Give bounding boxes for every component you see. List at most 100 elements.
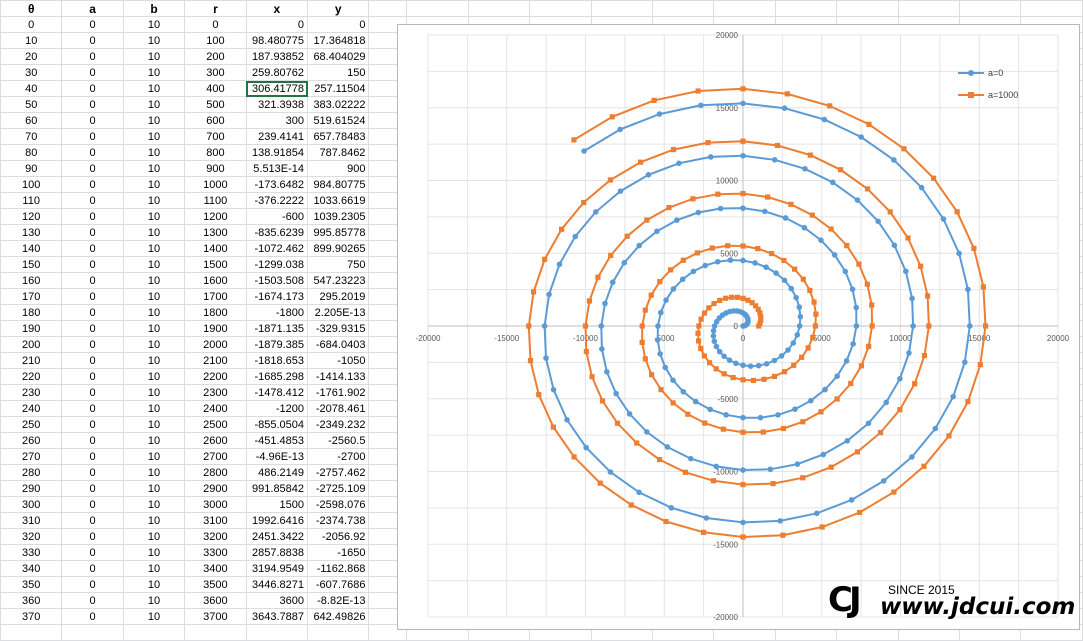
- data-cell[interactable]: 2857.8838: [245, 544, 309, 561]
- data-cell[interactable]: 150: [307, 64, 370, 81]
- data-cell[interactable]: 642.49826: [307, 608, 370, 625]
- data-cell[interactable]: 0: [0, 16, 63, 33]
- data-cell[interactable]: 300: [184, 64, 247, 81]
- data-cell[interactable]: 80: [0, 144, 63, 161]
- data-cell[interactable]: 10: [122, 192, 186, 209]
- data-cell[interactable]: 0: [61, 512, 124, 529]
- data-cell[interactable]: 800: [184, 144, 247, 161]
- data-cell[interactable]: -4.96E-13: [245, 448, 309, 465]
- data-cell[interactable]: 180: [0, 304, 63, 321]
- data-cell[interactable]: -8.82E-13: [307, 592, 370, 609]
- data-cell[interactable]: 486.2149: [245, 464, 309, 481]
- data-cell[interactable]: 50: [0, 96, 63, 113]
- data-cell[interactable]: 3643.7887: [245, 608, 309, 625]
- data-cell[interactable]: 500: [184, 96, 247, 113]
- data-cell[interactable]: 10: [122, 32, 186, 49]
- data-cell[interactable]: 0: [61, 576, 124, 593]
- data-cell[interactable]: -1761.902: [307, 384, 370, 401]
- data-cell[interactable]: 10: [122, 480, 186, 497]
- data-cell[interactable]: 0: [61, 368, 124, 385]
- data-cell[interactable]: 547.23223: [307, 272, 370, 289]
- data-cell[interactable]: 10: [122, 160, 186, 177]
- data-cell[interactable]: 0: [61, 448, 124, 465]
- data-cell[interactable]: 383.02222: [307, 96, 370, 113]
- data-cell[interactable]: 400: [184, 80, 247, 97]
- data-cell[interactable]: 10: [122, 432, 186, 449]
- data-cell[interactable]: 3300: [184, 544, 247, 561]
- data-cell[interactable]: 340: [0, 560, 63, 577]
- empty-cell[interactable]: [590, 0, 653, 17]
- data-cell[interactable]: 3000: [184, 496, 247, 513]
- data-cell[interactable]: 10: [122, 384, 186, 401]
- data-cell[interactable]: -1871.135: [245, 320, 309, 337]
- data-cell[interactable]: 300: [0, 496, 63, 513]
- empty-cell[interactable]: [467, 0, 531, 17]
- data-cell[interactable]: 10: [122, 80, 186, 97]
- data-cell[interactable]: 899.90265: [307, 240, 370, 257]
- data-cell[interactable]: 1400: [184, 240, 247, 257]
- data-cell[interactable]: 100: [0, 176, 63, 193]
- data-cell[interactable]: -2725.109: [307, 480, 370, 497]
- data-cell[interactable]: -607.7686: [307, 576, 370, 593]
- data-cell[interactable]: 10: [122, 128, 186, 145]
- data-cell[interactable]: 1900: [184, 320, 247, 337]
- data-cell[interactable]: 300: [245, 112, 309, 129]
- data-cell[interactable]: 0: [61, 64, 124, 81]
- data-cell[interactable]: 0: [61, 560, 124, 577]
- data-cell[interactable]: 3500: [184, 576, 247, 593]
- empty-cell[interactable]: [958, 0, 1022, 17]
- data-cell[interactable]: 2900: [184, 480, 247, 497]
- data-cell[interactable]: 0: [61, 400, 124, 417]
- data-cell[interactable]: 1800: [184, 304, 247, 321]
- column-header-cell[interactable]: r: [184, 0, 247, 17]
- data-cell[interactable]: 0: [61, 112, 124, 129]
- data-cell[interactable]: 0: [61, 608, 124, 625]
- data-cell[interactable]: 0: [61, 304, 124, 321]
- data-cell[interactable]: 3400: [184, 560, 247, 577]
- data-cell[interactable]: 360: [0, 592, 63, 609]
- data-cell[interactable]: 110: [0, 192, 63, 209]
- data-cell[interactable]: 140: [0, 240, 63, 257]
- data-cell[interactable]: 2000: [184, 336, 247, 353]
- column-header-cell[interactable]: b: [122, 0, 186, 17]
- data-cell[interactable]: 3100: [184, 512, 247, 529]
- data-cell[interactable]: 10: [122, 112, 186, 129]
- data-cell[interactable]: 190: [0, 320, 63, 337]
- data-cell[interactable]: 10: [122, 544, 186, 561]
- data-cell[interactable]: 10: [122, 304, 186, 321]
- data-cell[interactable]: 3446.8271: [245, 576, 309, 593]
- data-cell[interactable]: 30: [0, 64, 63, 81]
- data-cell[interactable]: 10: [0, 32, 63, 49]
- data-cell[interactable]: 150: [0, 256, 63, 273]
- chart-area[interactable]: -20000 -15000 -10000 -5000 0 5000 10000 15000 20…: [397, 24, 1080, 630]
- data-cell[interactable]: 68.404029: [307, 48, 370, 65]
- data-cell[interactable]: 321.3938: [245, 96, 309, 113]
- data-cell[interactable]: 10: [122, 176, 186, 193]
- data-cell[interactable]: 350: [0, 576, 63, 593]
- data-cell[interactable]: -1162.868: [307, 560, 370, 577]
- data-cell[interactable]: -1299.038: [245, 256, 309, 273]
- data-cell[interactable]: 0: [61, 16, 124, 33]
- data-cell[interactable]: 3600: [245, 592, 309, 609]
- data-cell[interactable]: 98.480775: [245, 32, 309, 49]
- empty-cell[interactable]: [713, 0, 776, 17]
- data-cell[interactable]: 10: [122, 496, 186, 513]
- data-cell[interactable]: 2200: [184, 368, 247, 385]
- data-cell[interactable]: 250: [0, 416, 63, 433]
- data-cell[interactable]: 0: [61, 592, 124, 609]
- column-header-cell[interactable]: a: [61, 0, 124, 17]
- data-cell[interactable]: 70: [0, 128, 63, 145]
- data-cell[interactable]: 0: [61, 480, 124, 497]
- data-cell[interactable]: 0: [61, 432, 124, 449]
- empty-cell[interactable]: [529, 0, 592, 17]
- data-cell[interactable]: 120: [0, 208, 63, 225]
- data-cell[interactable]: 0: [61, 496, 124, 513]
- data-cell[interactable]: -1414.133: [307, 368, 370, 385]
- data-cell[interactable]: 0: [61, 176, 124, 193]
- data-cell[interactable]: 1600: [184, 272, 247, 289]
- data-cell[interactable]: 40: [0, 80, 63, 97]
- data-cell[interactable]: -1503.508: [245, 272, 309, 289]
- data-cell[interactable]: -600: [245, 208, 309, 225]
- data-cell[interactable]: 200: [0, 336, 63, 353]
- data-cell[interactable]: 257.11504: [307, 80, 370, 97]
